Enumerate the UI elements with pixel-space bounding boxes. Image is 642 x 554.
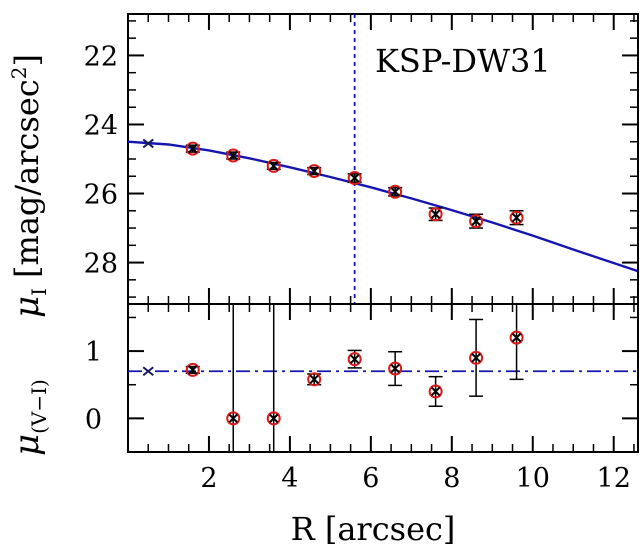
top-point	[469, 213, 484, 229]
top-circle-marker	[266, 158, 281, 173]
bottom-circle-marker	[266, 411, 281, 426]
top-y-ticks	[128, 54, 638, 264]
bottom-point	[347, 349, 362, 369]
top-cross-marker	[269, 161, 279, 171]
bottom-circle-marker	[226, 411, 241, 426]
top-cross-marker	[471, 216, 481, 226]
top-circle-marker	[307, 164, 322, 179]
top-data-points	[142, 138, 524, 229]
top-point	[428, 207, 443, 222]
galaxy-label: KSP-DW31	[375, 42, 551, 80]
bottom-tick-labels: 012 4 6 8 10 12	[85, 337, 631, 494]
bottom-point	[266, 303, 281, 453]
top-cross-marker	[349, 173, 360, 183]
x-tick-label: 12	[597, 463, 631, 494]
bottom-point	[185, 362, 200, 377]
bottom-cross-marker	[188, 365, 198, 375]
bottom-circle-marker	[509, 330, 524, 345]
top-cross-marker	[511, 212, 522, 223]
bottom-y-axis-title-text: μ(V−I)	[7, 379, 51, 456]
bottom-point	[388, 351, 403, 387]
top-y-tick-label: 22	[84, 41, 118, 72]
top-panel: 22 24 26 28 KSP-DW31	[84, 13, 639, 305]
bottom-cross-marker	[430, 386, 441, 397]
top-minor-ticks	[128, 14, 638, 304]
x-tick-label: 8	[443, 463, 460, 494]
top-y-tick-label: 26	[84, 180, 118, 211]
top-point	[266, 158, 281, 173]
bottom-y-tick-label: 1	[85, 337, 102, 368]
top-point	[509, 210, 524, 226]
top-circle-marker	[226, 148, 241, 163]
x-tick-label: 4	[281, 463, 298, 494]
top-y-axis-title: μI [mag/arcsec2]	[7, 54, 51, 318]
bottom-circle-marker	[185, 362, 200, 377]
bottom-inner-point-cross	[142, 366, 154, 377]
bottom-circle-marker	[347, 352, 362, 367]
bottom-cross-marker	[309, 374, 319, 385]
top-circle-marker	[428, 207, 443, 222]
bottom-point	[428, 375, 443, 408]
top-circle-marker	[509, 210, 524, 225]
x-tick-label: 2	[200, 463, 217, 494]
bottom-y-axis-title: μ(V−I)	[7, 379, 51, 456]
top-cross-marker	[430, 209, 441, 219]
bottom-cross-marker	[511, 332, 522, 343]
top-cross-marker	[188, 143, 198, 154]
bottom-cross-marker	[390, 363, 400, 374]
top-ylabel-sub: I	[27, 288, 51, 296]
bottom-point	[469, 318, 484, 397]
bottom-circle-marker	[469, 350, 484, 365]
x-tick-label: 10	[516, 463, 550, 494]
bottom-circle-marker	[388, 361, 403, 376]
bottom-ylabel-sub: (V−I)	[27, 379, 51, 434]
top-y-tick-label: 28	[84, 249, 118, 280]
top-y-tick-labels: 22 24 26 28	[84, 41, 118, 279]
x-axis-title: R [arcsec]	[291, 510, 456, 548]
top-y-axis-title-text: μI [mag/arcsec2]	[7, 54, 51, 318]
top-point	[307, 164, 322, 179]
bottom-point	[509, 303, 524, 381]
top-y-tick-label: 24	[84, 110, 118, 141]
top-point	[347, 170, 362, 185]
top-ylabel-unit-close: ]	[8, 54, 46, 66]
top-cross-marker	[309, 166, 319, 176]
top-circle-marker	[469, 214, 484, 229]
top-ylabel-unit: [mag/arcsec	[8, 79, 46, 278]
top-cross-marker	[390, 187, 400, 197]
top-circle-marker	[347, 170, 362, 185]
model-curve	[127, 140, 639, 273]
top-point	[226, 148, 241, 163]
bottom-point	[226, 303, 241, 453]
bottom-circle-marker	[307, 372, 322, 387]
top-circle-marker	[185, 141, 200, 156]
bottom-cross-marker	[471, 353, 481, 363]
top-circle-marker	[388, 184, 403, 199]
top-point	[388, 184, 403, 199]
bottom-y-tick-label: 0	[85, 404, 102, 435]
bottom-panel-frame	[127, 303, 639, 453]
top-inner-point-cross	[142, 138, 154, 149]
bottom-circle-marker	[428, 384, 443, 399]
top-point	[185, 141, 200, 156]
bottom-cross-marker	[269, 413, 279, 424]
bottom-panel: 012 4 6 8 10 12	[85, 303, 639, 494]
x-tick-label: 6	[362, 463, 379, 494]
bottom-data-points	[142, 303, 524, 453]
bottom-ticks	[128, 304, 638, 453]
bottom-cross-marker	[228, 413, 238, 424]
top-ylabel-main: μ	[7, 296, 47, 318]
top-cross-marker	[228, 150, 238, 161]
top-ylabel-unit-sup: 2	[7, 67, 31, 80]
bottom-ylabel-main: μ	[7, 434, 47, 456]
bottom-cross-marker	[349, 354, 360, 364]
bottom-point	[307, 372, 322, 387]
